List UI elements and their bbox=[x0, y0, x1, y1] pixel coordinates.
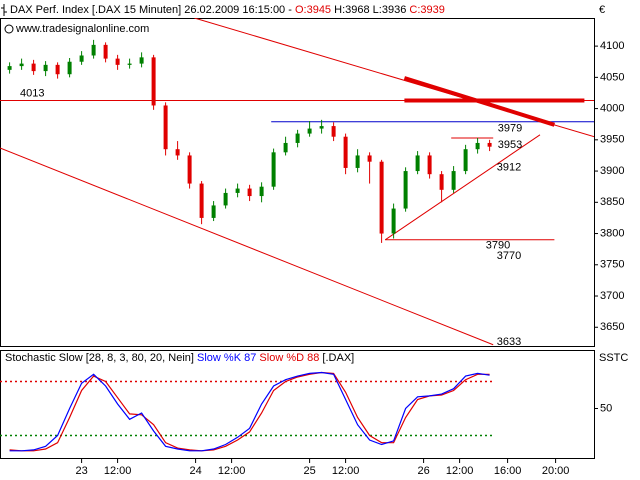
x-tick-label: 23 bbox=[75, 465, 87, 477]
candle-body bbox=[187, 155, 192, 184]
stoch-title: Stochastic Slow [28, 8, 3, 80, 20, Nein] bbox=[5, 352, 194, 364]
x-tick-label: 12:00 bbox=[332, 465, 360, 477]
candle-body bbox=[139, 57, 144, 64]
level-label: 4013 bbox=[20, 87, 44, 99]
annotation-label: 3912 bbox=[497, 161, 521, 173]
header-text: DAX Perf. Index [.DAX 15 Minuten] 26.02.… bbox=[10, 4, 445, 16]
candle-body bbox=[379, 161, 384, 234]
candle-body bbox=[103, 44, 108, 59]
x-tick-label: 12:00 bbox=[104, 465, 132, 477]
trendline bbox=[384, 134, 541, 241]
header: DAX Perf. Index [.DAX 15 Minuten] 26.02.… bbox=[1, 4, 605, 35]
candle-body bbox=[415, 155, 420, 172]
y-tick-label: 3900 bbox=[600, 165, 624, 177]
stoch-frame bbox=[0, 350, 595, 459]
candle-body bbox=[307, 128, 312, 134]
candle-body bbox=[43, 64, 48, 72]
candle-body bbox=[163, 105, 168, 150]
x-tick-label: 25 bbox=[303, 465, 315, 477]
candle-body bbox=[367, 155, 372, 162]
level-label: 3979 bbox=[498, 123, 522, 135]
main-plot: 4013 3979 3953 3790 3912 3770 3633 bbox=[0, 18, 594, 348]
x-tick-label: 20:00 bbox=[542, 465, 570, 477]
candle-body bbox=[127, 63, 132, 65]
open-label: O:3945 bbox=[295, 4, 331, 16]
candle-body bbox=[175, 149, 180, 156]
candle-body bbox=[439, 174, 444, 190]
candle-body bbox=[487, 142, 492, 147]
x-tick-label: 12:00 bbox=[446, 465, 474, 477]
level-label: 3953 bbox=[498, 139, 522, 151]
candle-body bbox=[259, 186, 264, 197]
stoch-legend: Stochastic Slow [28, 8, 3, 80, 20, Nein]… bbox=[5, 352, 354, 364]
candle-body bbox=[427, 155, 432, 175]
candle-body bbox=[79, 55, 84, 62]
y-tick-label: 4000 bbox=[600, 102, 624, 114]
candle-body bbox=[7, 66, 12, 70]
candle-body bbox=[199, 183, 204, 218]
x-tick-label: 16:00 bbox=[494, 465, 522, 477]
candle-body bbox=[115, 58, 120, 65]
candle-body bbox=[235, 188, 240, 193]
candle-body bbox=[355, 155, 360, 168]
annotation-label: 3770 bbox=[497, 250, 521, 262]
stoch-line bbox=[9, 371, 490, 452]
y-tick-label: 3700 bbox=[600, 290, 624, 302]
candle-body bbox=[295, 133, 300, 143]
annotation-label: 3633 bbox=[497, 336, 521, 348]
candle-body bbox=[403, 171, 408, 209]
legend-d: Slow %D bbox=[259, 352, 304, 364]
candle-body bbox=[271, 152, 276, 187]
y-tick-label: 3800 bbox=[600, 227, 624, 239]
candle-body bbox=[283, 142, 288, 153]
candle-body bbox=[91, 44, 96, 56]
high-label: H:3968 bbox=[334, 4, 369, 16]
candle-body bbox=[19, 63, 24, 67]
currency: € bbox=[599, 4, 605, 16]
low-label: L:3936 bbox=[373, 4, 407, 16]
candle-body bbox=[343, 136, 348, 168]
y-tick-label: 3850 bbox=[600, 196, 624, 208]
candle-body bbox=[31, 63, 36, 72]
candle-body bbox=[331, 126, 336, 137]
candle-body bbox=[211, 205, 216, 218]
main-frame bbox=[0, 18, 595, 347]
trendline bbox=[0, 147, 494, 346]
candle-body bbox=[223, 192, 228, 206]
legend-k-value: 87 bbox=[244, 352, 256, 364]
x-tick-label: 12:00 bbox=[218, 465, 246, 477]
candle-body bbox=[55, 64, 60, 75]
candle-body bbox=[247, 188, 252, 197]
axes: 3650 3700 3750 3800 3850 3900 3950 4000 4050 4100… bbox=[75, 40, 624, 477]
candle-body bbox=[475, 142, 480, 150]
watermark: www.tradesignalonline.com bbox=[15, 23, 149, 35]
x-tick-label: 24 bbox=[189, 465, 201, 477]
y-tick-label: 3950 bbox=[600, 134, 624, 146]
candle-body bbox=[463, 149, 468, 172]
header-title: DAX Perf. Index [.DAX 15 Minuten] 26.02.… bbox=[10, 4, 292, 16]
level-label: 3790 bbox=[486, 240, 510, 252]
stoch-symbol: [.DAX] bbox=[322, 352, 354, 364]
candle-body bbox=[67, 61, 72, 75]
y-tick-label: 3650 bbox=[600, 321, 624, 333]
legend-k: Slow %K bbox=[197, 352, 242, 364]
close-label: C:3939 bbox=[409, 4, 444, 16]
watermark-icon bbox=[4, 24, 14, 34]
stoch-plot bbox=[0, 371, 494, 452]
y-tick-label: 50 bbox=[600, 402, 612, 414]
y-tick-label: 3750 bbox=[600, 259, 624, 271]
candle-body bbox=[319, 126, 324, 129]
stoch-axis-label: SSTC bbox=[599, 352, 628, 364]
candle-body bbox=[451, 171, 456, 190]
candle-body bbox=[391, 208, 396, 234]
stoch-line bbox=[9, 371, 490, 452]
y-tick-label: 4100 bbox=[600, 40, 624, 52]
candle-body bbox=[151, 57, 156, 106]
y-tick-label: 4050 bbox=[600, 71, 624, 83]
bar-icon bbox=[1, 4, 7, 16]
legend-d-value: 88 bbox=[307, 352, 319, 364]
x-tick-label: 26 bbox=[417, 465, 429, 477]
